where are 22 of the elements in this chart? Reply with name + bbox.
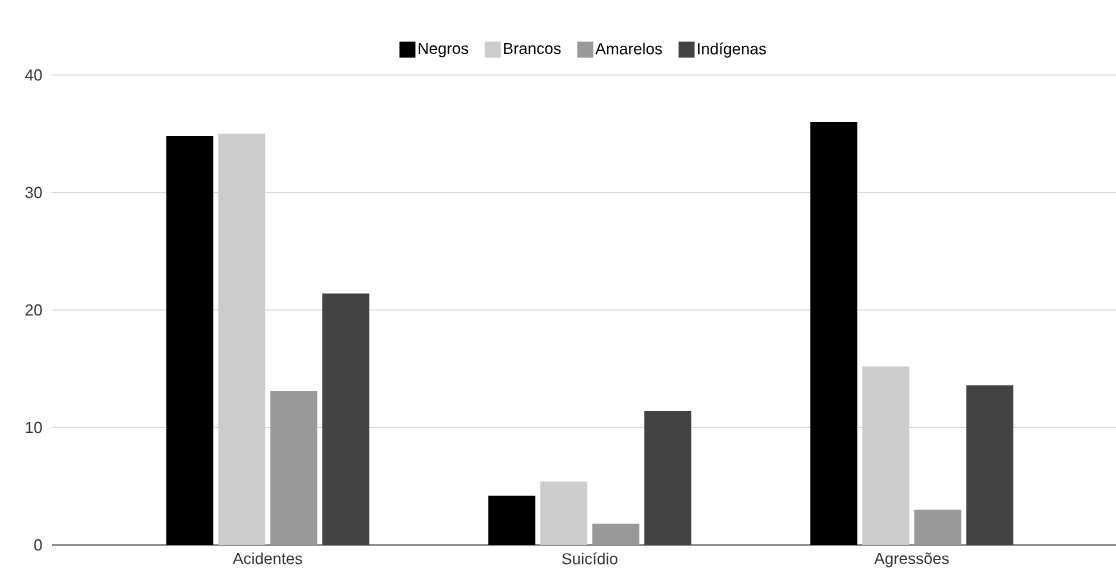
x-tick-label: Acidentes xyxy=(232,552,303,565)
y-tick-label: 10 xyxy=(25,421,42,434)
y-tick-label: 40 xyxy=(25,69,42,81)
legend-label: Negros xyxy=(418,42,469,58)
bar xyxy=(488,495,536,545)
bar xyxy=(914,509,962,545)
bar xyxy=(810,122,858,545)
bar xyxy=(166,136,214,545)
bar xyxy=(592,523,640,545)
x-tick-label: Agressões xyxy=(874,552,949,568)
bar xyxy=(540,481,588,545)
bar xyxy=(966,385,1014,545)
x-tick-label: Suicídio xyxy=(562,552,618,565)
y-tick-label: 0 xyxy=(34,539,42,551)
y-tick-label: 20 xyxy=(25,304,42,316)
legend-label: Brancos xyxy=(504,42,561,55)
bar xyxy=(644,411,692,545)
bar xyxy=(322,293,370,545)
legend-label: Amarelos xyxy=(595,42,662,55)
legend-label: Indígenas xyxy=(698,42,766,58)
bar xyxy=(270,391,318,545)
y-tick-label: 30 xyxy=(25,186,42,199)
